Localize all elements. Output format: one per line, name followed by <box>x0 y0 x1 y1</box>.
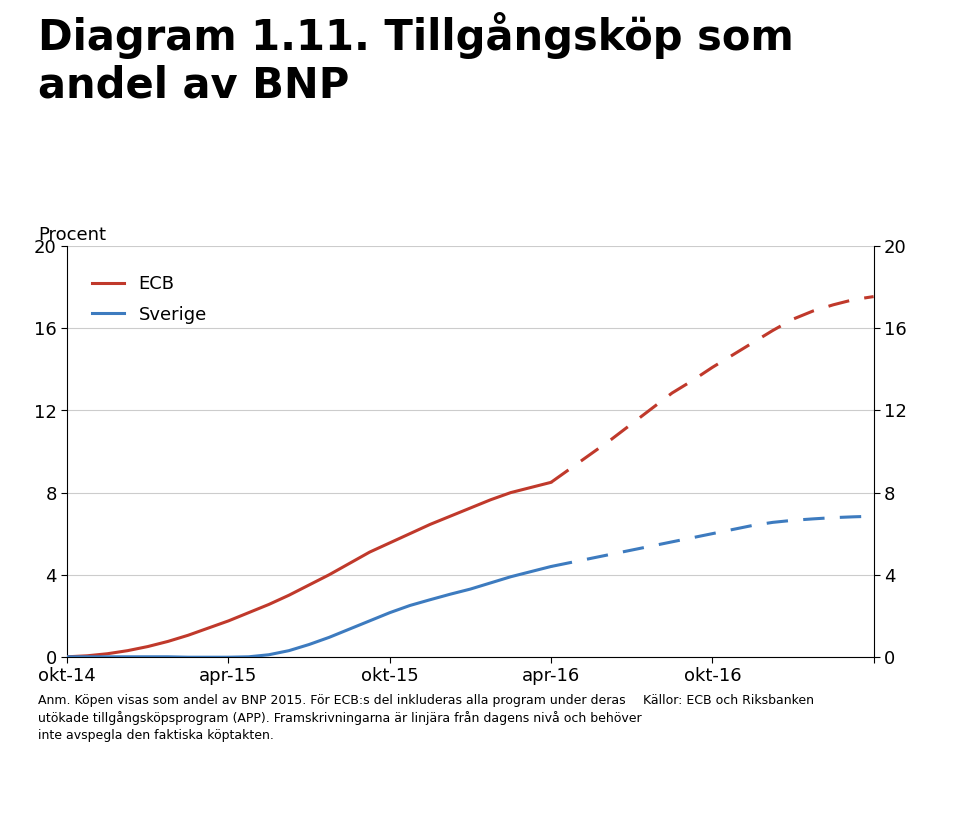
Text: ψ  ψ  ψ: ψ ψ ψ <box>847 70 896 85</box>
Text: Procent: Procent <box>38 226 107 244</box>
Text: Diagram 1.11. Tillgångsköp som
andel av BNP: Diagram 1.11. Tillgångsköp som andel av … <box>38 12 794 106</box>
Text: SVERIGES
RIKSBANK: SVERIGES RIKSBANK <box>845 118 898 137</box>
Legend: ECB, Sverige: ECB, Sverige <box>84 268 214 331</box>
Text: Källor: ECB och Riksbanken: Källor: ECB och Riksbanken <box>643 694 814 707</box>
Text: ~~~~~
~~~~~: ~~~~~ ~~~~~ <box>848 38 895 59</box>
Text: Anm. Köpen visas som andel av BNP 2015. För ECB:s del inkluderas alla program un: Anm. Köpen visas som andel av BNP 2015. … <box>38 694 642 742</box>
